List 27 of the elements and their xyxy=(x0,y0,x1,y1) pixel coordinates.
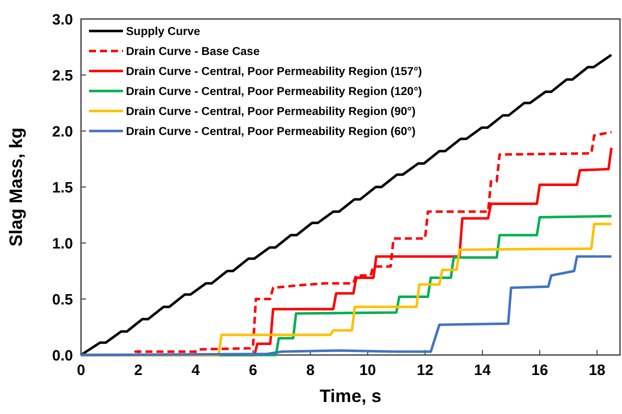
y-tick-label: 3.0 xyxy=(52,11,73,28)
x-tick-label: 16 xyxy=(531,362,548,379)
x-tick-label: 8 xyxy=(306,362,315,379)
y-axis-title: Slag Mass, kg xyxy=(6,127,26,247)
line-series xyxy=(80,54,613,356)
x-tick-label: 18 xyxy=(588,362,606,379)
x-tick-label: 0 xyxy=(76,362,86,379)
legend-label: Drain Curve - Base Case xyxy=(126,46,260,58)
y-tick-label: 0.0 xyxy=(52,347,73,364)
x-tick-label: 6 xyxy=(248,362,258,379)
x-tick-label: 12 xyxy=(416,362,434,379)
legend-label: Drain Curve - Central, Poor Permeability Region (157°) xyxy=(126,66,422,78)
y-tick-label: 1.0 xyxy=(52,235,73,252)
y-tick-label: 0.5 xyxy=(52,291,73,308)
legend-label: Supply Curve xyxy=(126,26,200,38)
x-tick-label: 10 xyxy=(359,362,376,379)
x-tick-label: 4 xyxy=(192,362,201,379)
y-tick-label: 2.5 xyxy=(52,67,73,84)
x-axis-title: Time, s xyxy=(320,386,382,406)
line-series xyxy=(80,255,613,356)
x-tick-label: 2 xyxy=(134,362,143,379)
legend-label: Drain Curve - Central, Poor Permeability Region (120°) xyxy=(126,86,422,98)
y-tick-label: 2.0 xyxy=(52,123,73,140)
legend-label: Drain Curve - Central, Poor Permeability Region (60°) xyxy=(126,126,416,138)
y-tick-label: 1.5 xyxy=(52,179,73,196)
x-tick-label: 14 xyxy=(474,362,492,379)
legend-label: Drain Curve - Central, Poor Permeability Region (90°) xyxy=(126,106,416,118)
